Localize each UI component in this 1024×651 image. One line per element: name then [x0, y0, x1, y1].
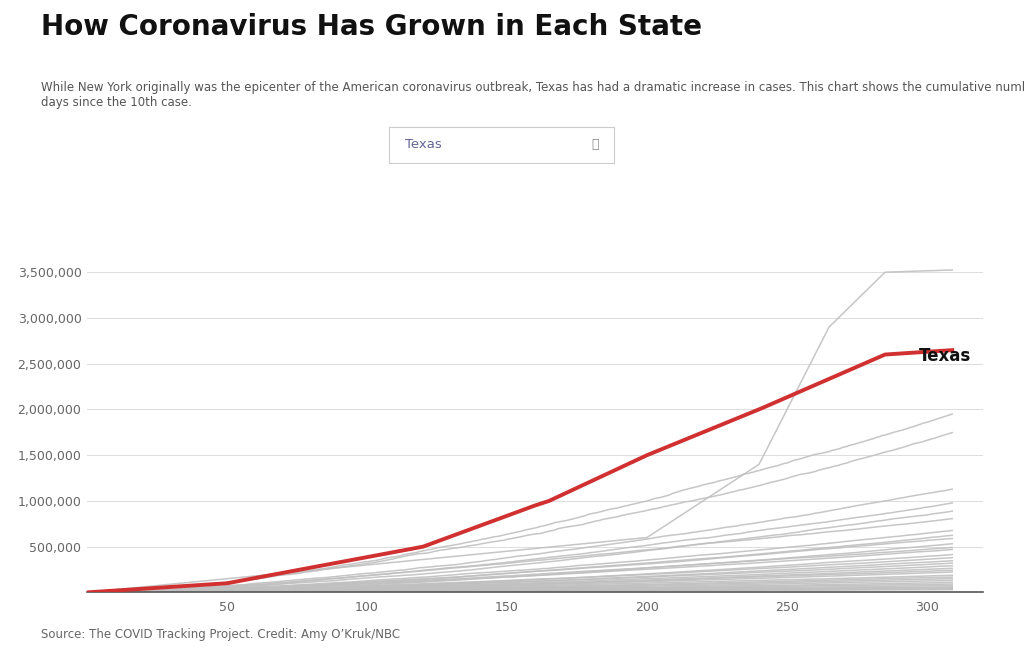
Text: ⌵: ⌵: [591, 139, 599, 151]
Text: While New York originally was the epicenter of the American coronavirus outbreak: While New York originally was the epicen…: [41, 81, 1024, 109]
Text: Texas: Texas: [919, 348, 971, 365]
Text: How Coronavirus Has Grown in Each State: How Coronavirus Has Grown in Each State: [41, 13, 702, 41]
Text: Source: The COVID Tracking Project. Credit: Amy O’Kruk/NBC: Source: The COVID Tracking Project. Cred…: [41, 628, 400, 641]
Text: Texas: Texas: [404, 139, 441, 151]
